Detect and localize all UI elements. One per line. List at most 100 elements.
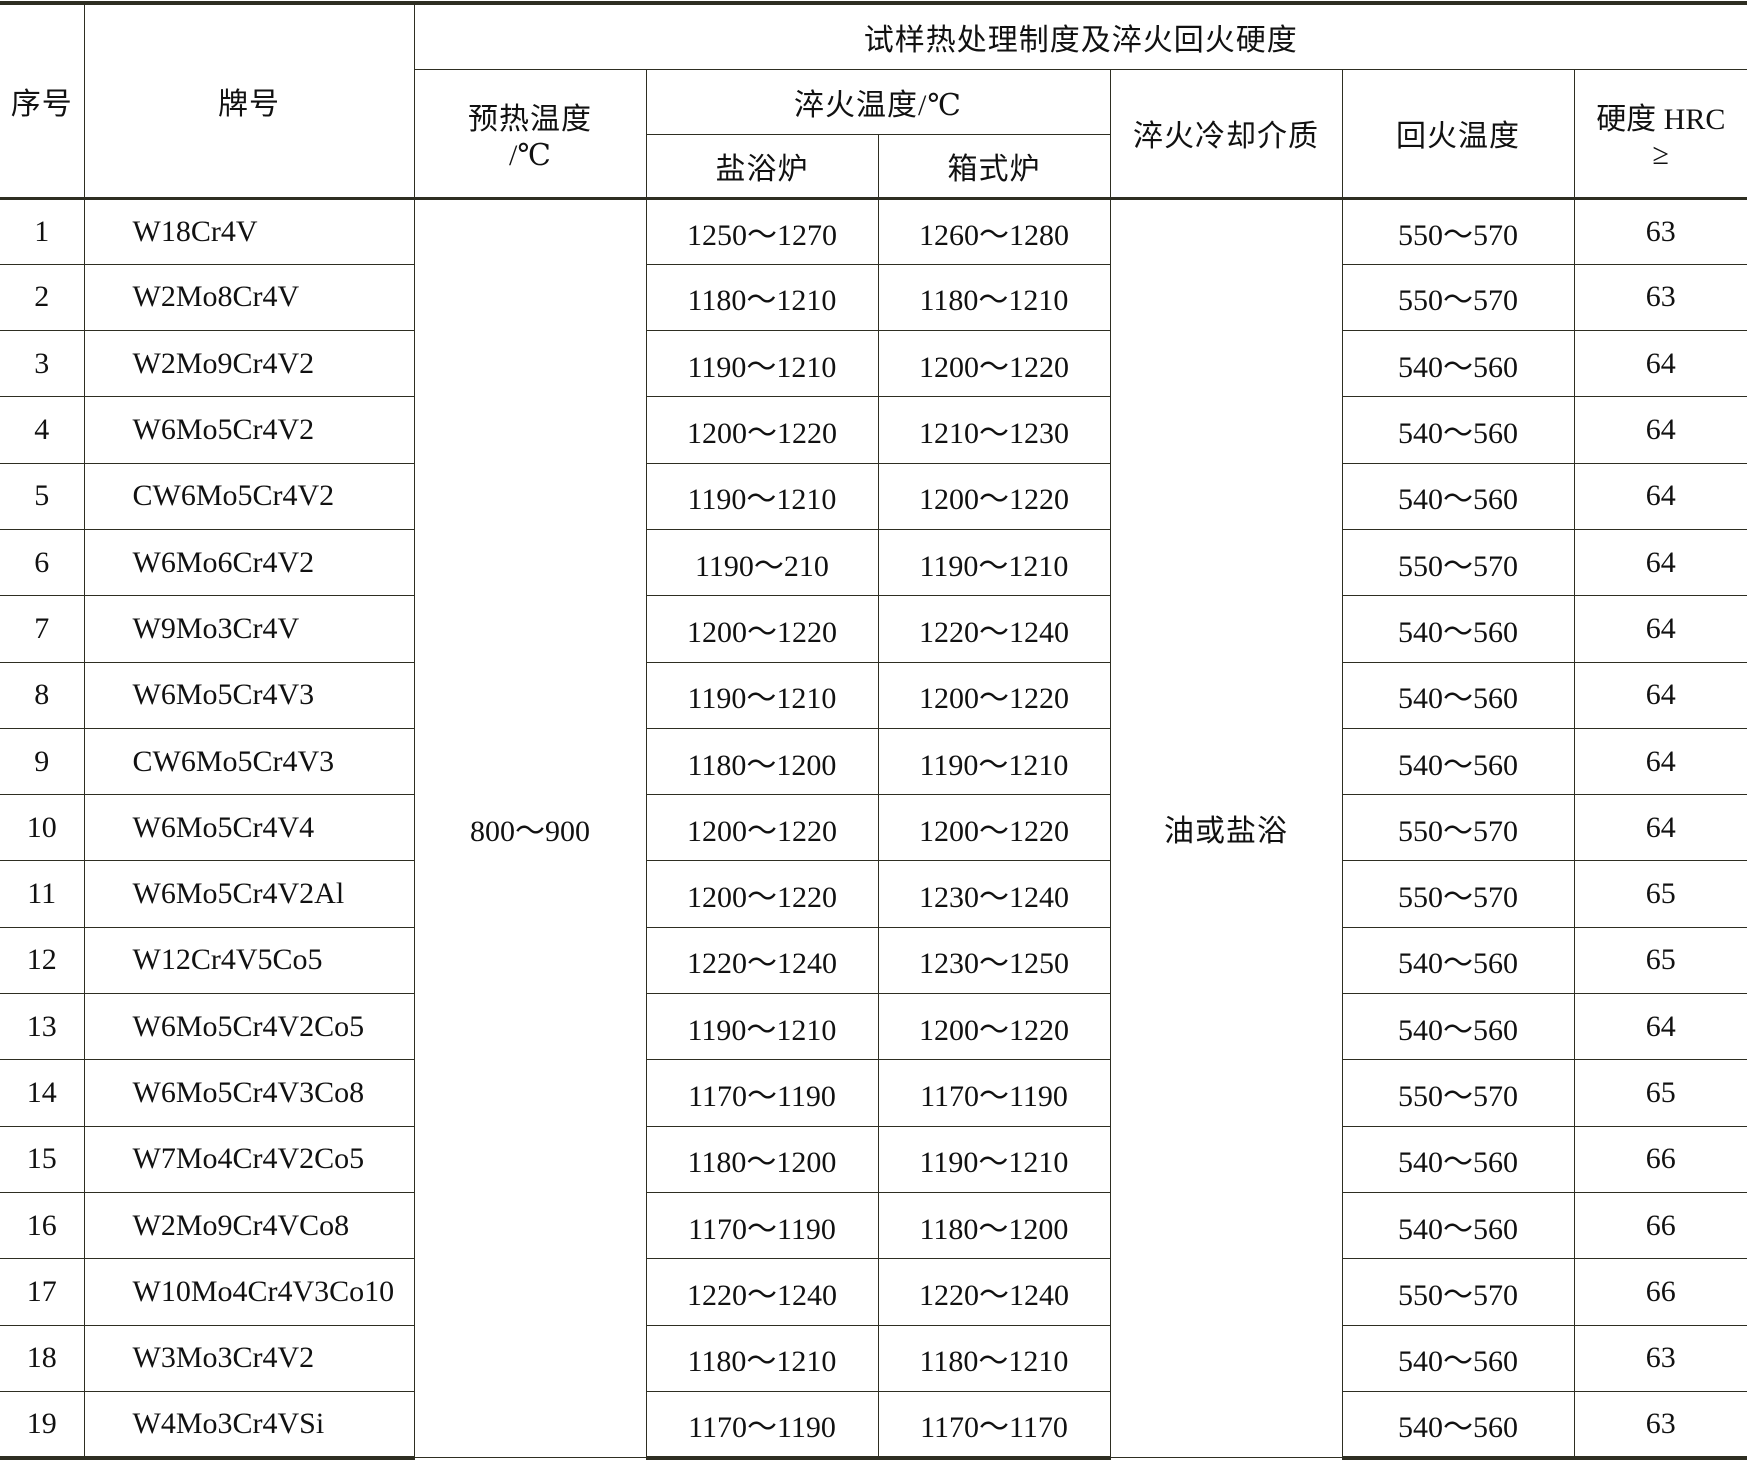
cell-quench-medium: 油或盐浴 xyxy=(1109,196,1343,1459)
cell-seq: 8 xyxy=(0,661,85,729)
header-hardness-symbol: ≥ xyxy=(1652,138,1670,171)
cell-temper-temp: 540～560 xyxy=(1341,1125,1575,1193)
cell-preheat-temp: 800～900 xyxy=(413,196,647,1459)
cell-hardness: 64 xyxy=(1573,794,1747,862)
table-row: 6 W6Mo6Cr4V2 1190～210 1190～1210 550～570 64 xyxy=(0,528,1747,597)
cell-salt-bath-temp: 1190～1210 xyxy=(645,330,879,398)
cell-seq: 4 xyxy=(0,396,85,464)
cell-temper-temp: 550～570 xyxy=(1341,1059,1575,1127)
header-seq: 序号 xyxy=(0,1,85,199)
table-row: 3 W2Mo9Cr4V2 1190～1210 1200～1220 540～560 64 xyxy=(0,330,1747,398)
cell-salt-bath-temp: 1200～1220 xyxy=(645,794,879,862)
cell-seq: 16 xyxy=(0,1191,85,1260)
header-preheat-unit: /℃ xyxy=(509,138,551,172)
cell-seq: 14 xyxy=(0,1059,85,1127)
cell-salt-bath-temp: 1180～1210 xyxy=(645,1324,879,1392)
cell-seq: 3 xyxy=(0,330,85,398)
cell-box-furnace-temp: 1200～1220 xyxy=(877,462,1111,530)
header-box-furnace: 箱式炉 xyxy=(877,133,1110,199)
header-temper-temp: 回火温度 xyxy=(1341,68,1575,199)
cell-box-furnace-temp: 1170～1190 xyxy=(877,1059,1111,1127)
cell-seq: 19 xyxy=(0,1390,85,1460)
cell-temper-temp: 550～570 xyxy=(1341,528,1575,597)
cell-grade: W2Mo8Cr4V xyxy=(83,263,415,332)
cell-box-furnace-temp: 1220～1240 xyxy=(877,595,1111,663)
cell-grade: W2Mo9Cr4VCo8 xyxy=(83,1191,415,1260)
cell-grade: W6Mo5Cr4V2 xyxy=(83,396,415,464)
table-row: 16 W2Mo9Cr4VCo8 1170～1190 1180～1200 540～560 6… xyxy=(0,1191,1747,1260)
table-row: 18 W3Mo3Cr4V2 1180～1210 1180～1210 540～560 63 xyxy=(0,1324,1747,1392)
cell-grade: W6Mo5Cr4V2Co5 xyxy=(83,993,415,1061)
cell-seq: 5 xyxy=(0,462,85,530)
cell-temper-temp: 540～560 xyxy=(1341,396,1575,464)
cell-hardness: 63 xyxy=(1573,1324,1747,1392)
cell-hardness: 64 xyxy=(1573,993,1747,1061)
cell-seq: 6 xyxy=(0,528,85,597)
cell-hardness: 65 xyxy=(1573,1059,1747,1127)
cell-salt-bath-temp: 1200～1220 xyxy=(645,595,879,663)
cell-salt-bath-temp: 1170～1190 xyxy=(645,1191,879,1260)
cell-grade: W3Mo3Cr4V2 xyxy=(83,1324,415,1392)
cell-seq: 18 xyxy=(0,1324,85,1392)
cell-hardness: 66 xyxy=(1573,1125,1747,1193)
table-row: 17 W10Mo4Cr4V3Co10 1220～1240 1220～1240 550～5… xyxy=(0,1258,1747,1326)
cell-salt-bath-temp: 1200～1220 xyxy=(645,396,879,464)
header-hardness: 硬度 HRC ≥ xyxy=(1573,68,1747,199)
cell-grade: W4Mo3Cr4VSi xyxy=(83,1390,415,1460)
cell-box-furnace-temp: 1230～1250 xyxy=(877,926,1111,995)
cell-salt-bath-temp: 1180～1210 xyxy=(645,263,879,332)
cell-temper-temp: 540～560 xyxy=(1341,727,1575,796)
table-row: 19 W4Mo3Cr4VSi 1170～1190 1170～1170 540～560 63 xyxy=(0,1390,1747,1460)
cell-grade: W18Cr4V xyxy=(83,196,415,265)
table-row: 1 W18Cr4V 800～900 1250～1270 1260～1280 油或盐浴 550… xyxy=(0,196,1747,1459)
table-row: 2 W2Mo8Cr4V 1180～1210 1180～1210 550～570 63 xyxy=(0,263,1747,332)
cell-hardness: 64 xyxy=(1573,528,1747,597)
cell-seq: 7 xyxy=(0,595,85,663)
cell-seq: 17 xyxy=(0,1258,85,1326)
cell-hardness: 64 xyxy=(1573,661,1747,729)
cell-seq: 1 xyxy=(0,196,85,265)
cell-box-furnace-temp: 1180～1200 xyxy=(877,1191,1111,1260)
cell-seq: 12 xyxy=(0,926,85,995)
cell-seq: 2 xyxy=(0,263,85,332)
table-row: 13 W6Mo5Cr4V2Co5 1190～1210 1200～1220 540～560… xyxy=(0,993,1747,1061)
cell-salt-bath-temp: 1180～1200 xyxy=(645,1125,879,1193)
cell-grade: W10Mo4Cr4V3Co10 xyxy=(83,1258,415,1326)
cell-salt-bath-temp: 1220～1240 xyxy=(645,926,879,995)
cell-box-furnace-temp: 1190～1210 xyxy=(877,1125,1111,1193)
cell-salt-bath-temp: 1190～1210 xyxy=(645,462,879,530)
cell-hardness: 64 xyxy=(1573,330,1747,398)
cell-grade: W6Mo5Cr4V3 xyxy=(83,661,415,729)
header-group: 试样热处理制度及淬火回火硬度 xyxy=(413,1,1747,70)
cell-box-furnace-temp: 1200～1220 xyxy=(877,330,1111,398)
cell-seq: 10 xyxy=(0,794,85,862)
cell-hardness: 64 xyxy=(1573,462,1747,530)
cell-hardness: 64 xyxy=(1573,396,1747,464)
table-row: 14 W6Mo5Cr4V3Co8 1170～1190 1170～1190 550～570… xyxy=(0,1059,1747,1127)
table-row: 4 W6Mo5Cr4V2 1200～1220 1210～1230 540～560 64 xyxy=(0,396,1747,464)
cell-grade: W6Mo6Cr4V2 xyxy=(83,528,415,597)
cell-salt-bath-temp: 1180～1200 xyxy=(645,727,879,796)
cell-hardness: 64 xyxy=(1573,727,1747,796)
cell-box-furnace-temp: 1200～1220 xyxy=(877,993,1111,1061)
cell-temper-temp: 540～560 xyxy=(1341,926,1575,995)
table-row: 7 W9Mo3Cr4V 1200～1220 1220～1240 540～560 64 xyxy=(0,595,1747,663)
cell-grade: W2Mo9Cr4V2 xyxy=(83,330,415,398)
cell-box-furnace-temp: 1200～1220 xyxy=(877,794,1111,862)
cell-salt-bath-temp: 1250～1270 xyxy=(645,196,879,265)
cell-temper-temp: 550～570 xyxy=(1341,263,1575,332)
cell-hardness: 64 xyxy=(1573,595,1747,663)
cell-box-furnace-temp: 1190～1210 xyxy=(877,528,1111,597)
table-row: 5 CW6Mo5Cr4V2 1190～1210 1200～1220 540～560 64 xyxy=(0,462,1747,530)
cell-hardness: 63 xyxy=(1573,1390,1747,1460)
cell-salt-bath-temp: 1170～1190 xyxy=(645,1059,879,1127)
cell-box-furnace-temp: 1180～1210 xyxy=(877,1324,1111,1392)
cell-grade: W12Cr4V5Co5 xyxy=(83,926,415,995)
cell-box-furnace-temp: 1170～1170 xyxy=(877,1390,1111,1460)
cell-salt-bath-temp: 1190～1210 xyxy=(645,993,879,1061)
cell-temper-temp: 540～560 xyxy=(1341,1191,1575,1260)
cell-seq: 15 xyxy=(0,1125,85,1193)
header-salt-bath: 盐浴炉 xyxy=(646,133,879,199)
table-row: 9 CW6Mo5Cr4V3 1180～1200 1190～1210 540～560 64 xyxy=(0,727,1747,796)
